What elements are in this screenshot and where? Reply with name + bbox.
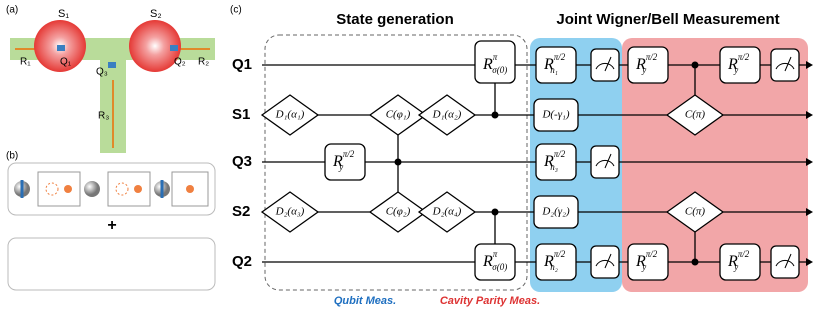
gate-sub: n₃	[550, 162, 558, 172]
gate-sup: π/2	[646, 52, 658, 62]
footer-label: Qubit Meas.	[334, 295, 396, 307]
qubit-label: Q₂	[174, 57, 186, 68]
meter	[591, 49, 619, 81]
panel-label: (b)	[6, 151, 18, 162]
gate-sup: π/2	[646, 249, 658, 259]
section-title: State generation	[336, 11, 454, 28]
section-title: Joint Wigner/Bell Measurement	[556, 11, 779, 28]
wire-arrow	[806, 61, 813, 69]
gate-sup: π/2	[554, 249, 566, 259]
qubit	[57, 45, 65, 51]
gate-label: C(π)	[685, 206, 706, 218]
gate-sub: y	[641, 262, 646, 272]
control-dot	[492, 112, 499, 119]
qubit-label: Q₃	[96, 67, 108, 78]
page: { "panel_a": {"label": "(a)", "cavities"…	[0, 0, 813, 311]
gate-sub: n₂	[550, 262, 558, 272]
control-dot	[492, 209, 499, 216]
meter	[591, 146, 619, 178]
state-box	[8, 238, 215, 290]
blob	[64, 185, 72, 193]
blob	[186, 185, 194, 193]
gate-sup: π/2	[554, 149, 566, 159]
qubit-label: Q₁	[60, 57, 72, 68]
gate-label: D₁(α₂)	[432, 109, 462, 121]
gate-sup: π/2	[554, 52, 566, 62]
gate-label: C(φ₁)	[386, 109, 411, 121]
wigner	[108, 172, 150, 206]
gate-sub: σ(0)	[492, 65, 507, 75]
wigner	[38, 172, 80, 206]
control-dot	[395, 159, 402, 166]
gate-label: D₁(α₁)	[275, 109, 305, 121]
cavity-label: S₂	[150, 8, 162, 20]
cavity-label: S₁	[58, 8, 69, 20]
gate-sup: π	[493, 249, 498, 259]
gate-sub: y	[641, 65, 646, 75]
gate-sup: π/2	[343, 149, 355, 159]
gate-label: D(-γ₁)	[541, 109, 569, 121]
control-dot	[692, 62, 699, 69]
row-label: Q3	[232, 153, 252, 170]
qubit	[108, 62, 116, 68]
row-label: Q1	[232, 56, 252, 73]
gate-sup: π	[493, 52, 498, 62]
gate-label: C(φ₂)	[386, 206, 411, 218]
wire-arrow	[806, 208, 813, 216]
meter	[771, 49, 799, 81]
gate-label: C(π)	[685, 109, 706, 121]
gate-sub: n₁	[550, 65, 558, 75]
meter	[771, 246, 799, 278]
qubit	[170, 45, 178, 51]
readout-label: R₂	[198, 57, 209, 68]
footer-label: Cavity Parity Meas.	[440, 295, 540, 307]
readout-label: R₁	[20, 57, 31, 68]
gate-label: D₂(γ₂)	[541, 206, 570, 218]
gate-sub: σ(0)	[492, 262, 507, 272]
gate-sup: π/2	[738, 249, 750, 259]
blob	[134, 185, 142, 193]
gate-sub: y	[733, 65, 738, 75]
state-icons	[14, 172, 208, 206]
figure: (a) S₁ S₂ R₁ R₂ R₃ Q₁ Q₃ Q₂ (b) + (c) St…	[0, 0, 813, 311]
gate-label: D₂(α₄)	[432, 206, 462, 218]
row-label: Q2	[232, 253, 252, 270]
gate-sup: π/2	[738, 52, 750, 62]
row-label: S1	[232, 106, 250, 123]
gate-sub: y	[733, 262, 738, 272]
spin	[84, 181, 100, 197]
gate-sub: y	[338, 162, 343, 172]
meter	[591, 246, 619, 278]
panel-label: (a)	[6, 5, 18, 16]
readout-label: R₃	[98, 111, 109, 122]
control-dot	[692, 259, 699, 266]
plus: +	[107, 217, 116, 234]
row-label: S2	[232, 203, 250, 220]
wire-arrow	[806, 258, 813, 266]
wire-arrow	[806, 111, 813, 119]
wire-arrow	[806, 158, 813, 166]
gate-label: D₂(α₃)	[275, 206, 305, 218]
panel-label: (c)	[230, 5, 242, 16]
